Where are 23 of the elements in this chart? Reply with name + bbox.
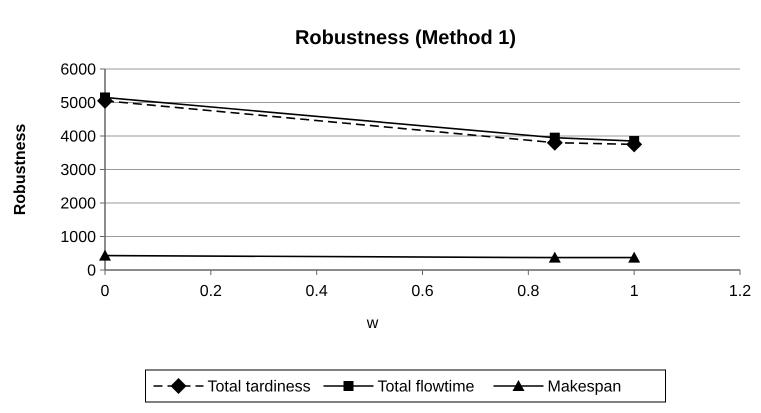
y-tick-label: 4000 <box>60 128 96 146</box>
y-tick-label: 3000 <box>60 162 96 180</box>
y-tick-label: 0 <box>87 262 96 280</box>
x-tick-label: 1 <box>630 283 639 300</box>
x-tick-label: 0.8 <box>517 283 540 300</box>
legend-label: Total tardiness <box>208 378 311 396</box>
point <box>548 252 561 263</box>
y-tick-label: 5000 <box>60 95 96 112</box>
y-axis-title: Robustness <box>12 124 29 216</box>
y-tick-label: 6000 <box>60 62 96 79</box>
chart-title: Robustness (Method 1) <box>294 27 516 49</box>
x-tick-label: 0 <box>100 283 110 300</box>
legend-label: Makespan <box>548 378 622 396</box>
point <box>628 252 640 263</box>
x-tick-label: 0.4 <box>306 283 328 300</box>
x-tick-label: 0.2 <box>200 283 222 300</box>
x-axis-title: w <box>366 315 379 332</box>
y-tick-label: 2000 <box>60 196 96 213</box>
x-tick-label: 1.2 <box>728 283 752 300</box>
legend-label: Total flowtime <box>378 378 475 396</box>
x-tick-label: 0.6 <box>411 283 434 300</box>
y-tick-label: 1000 <box>60 229 96 246</box>
point <box>99 250 111 261</box>
